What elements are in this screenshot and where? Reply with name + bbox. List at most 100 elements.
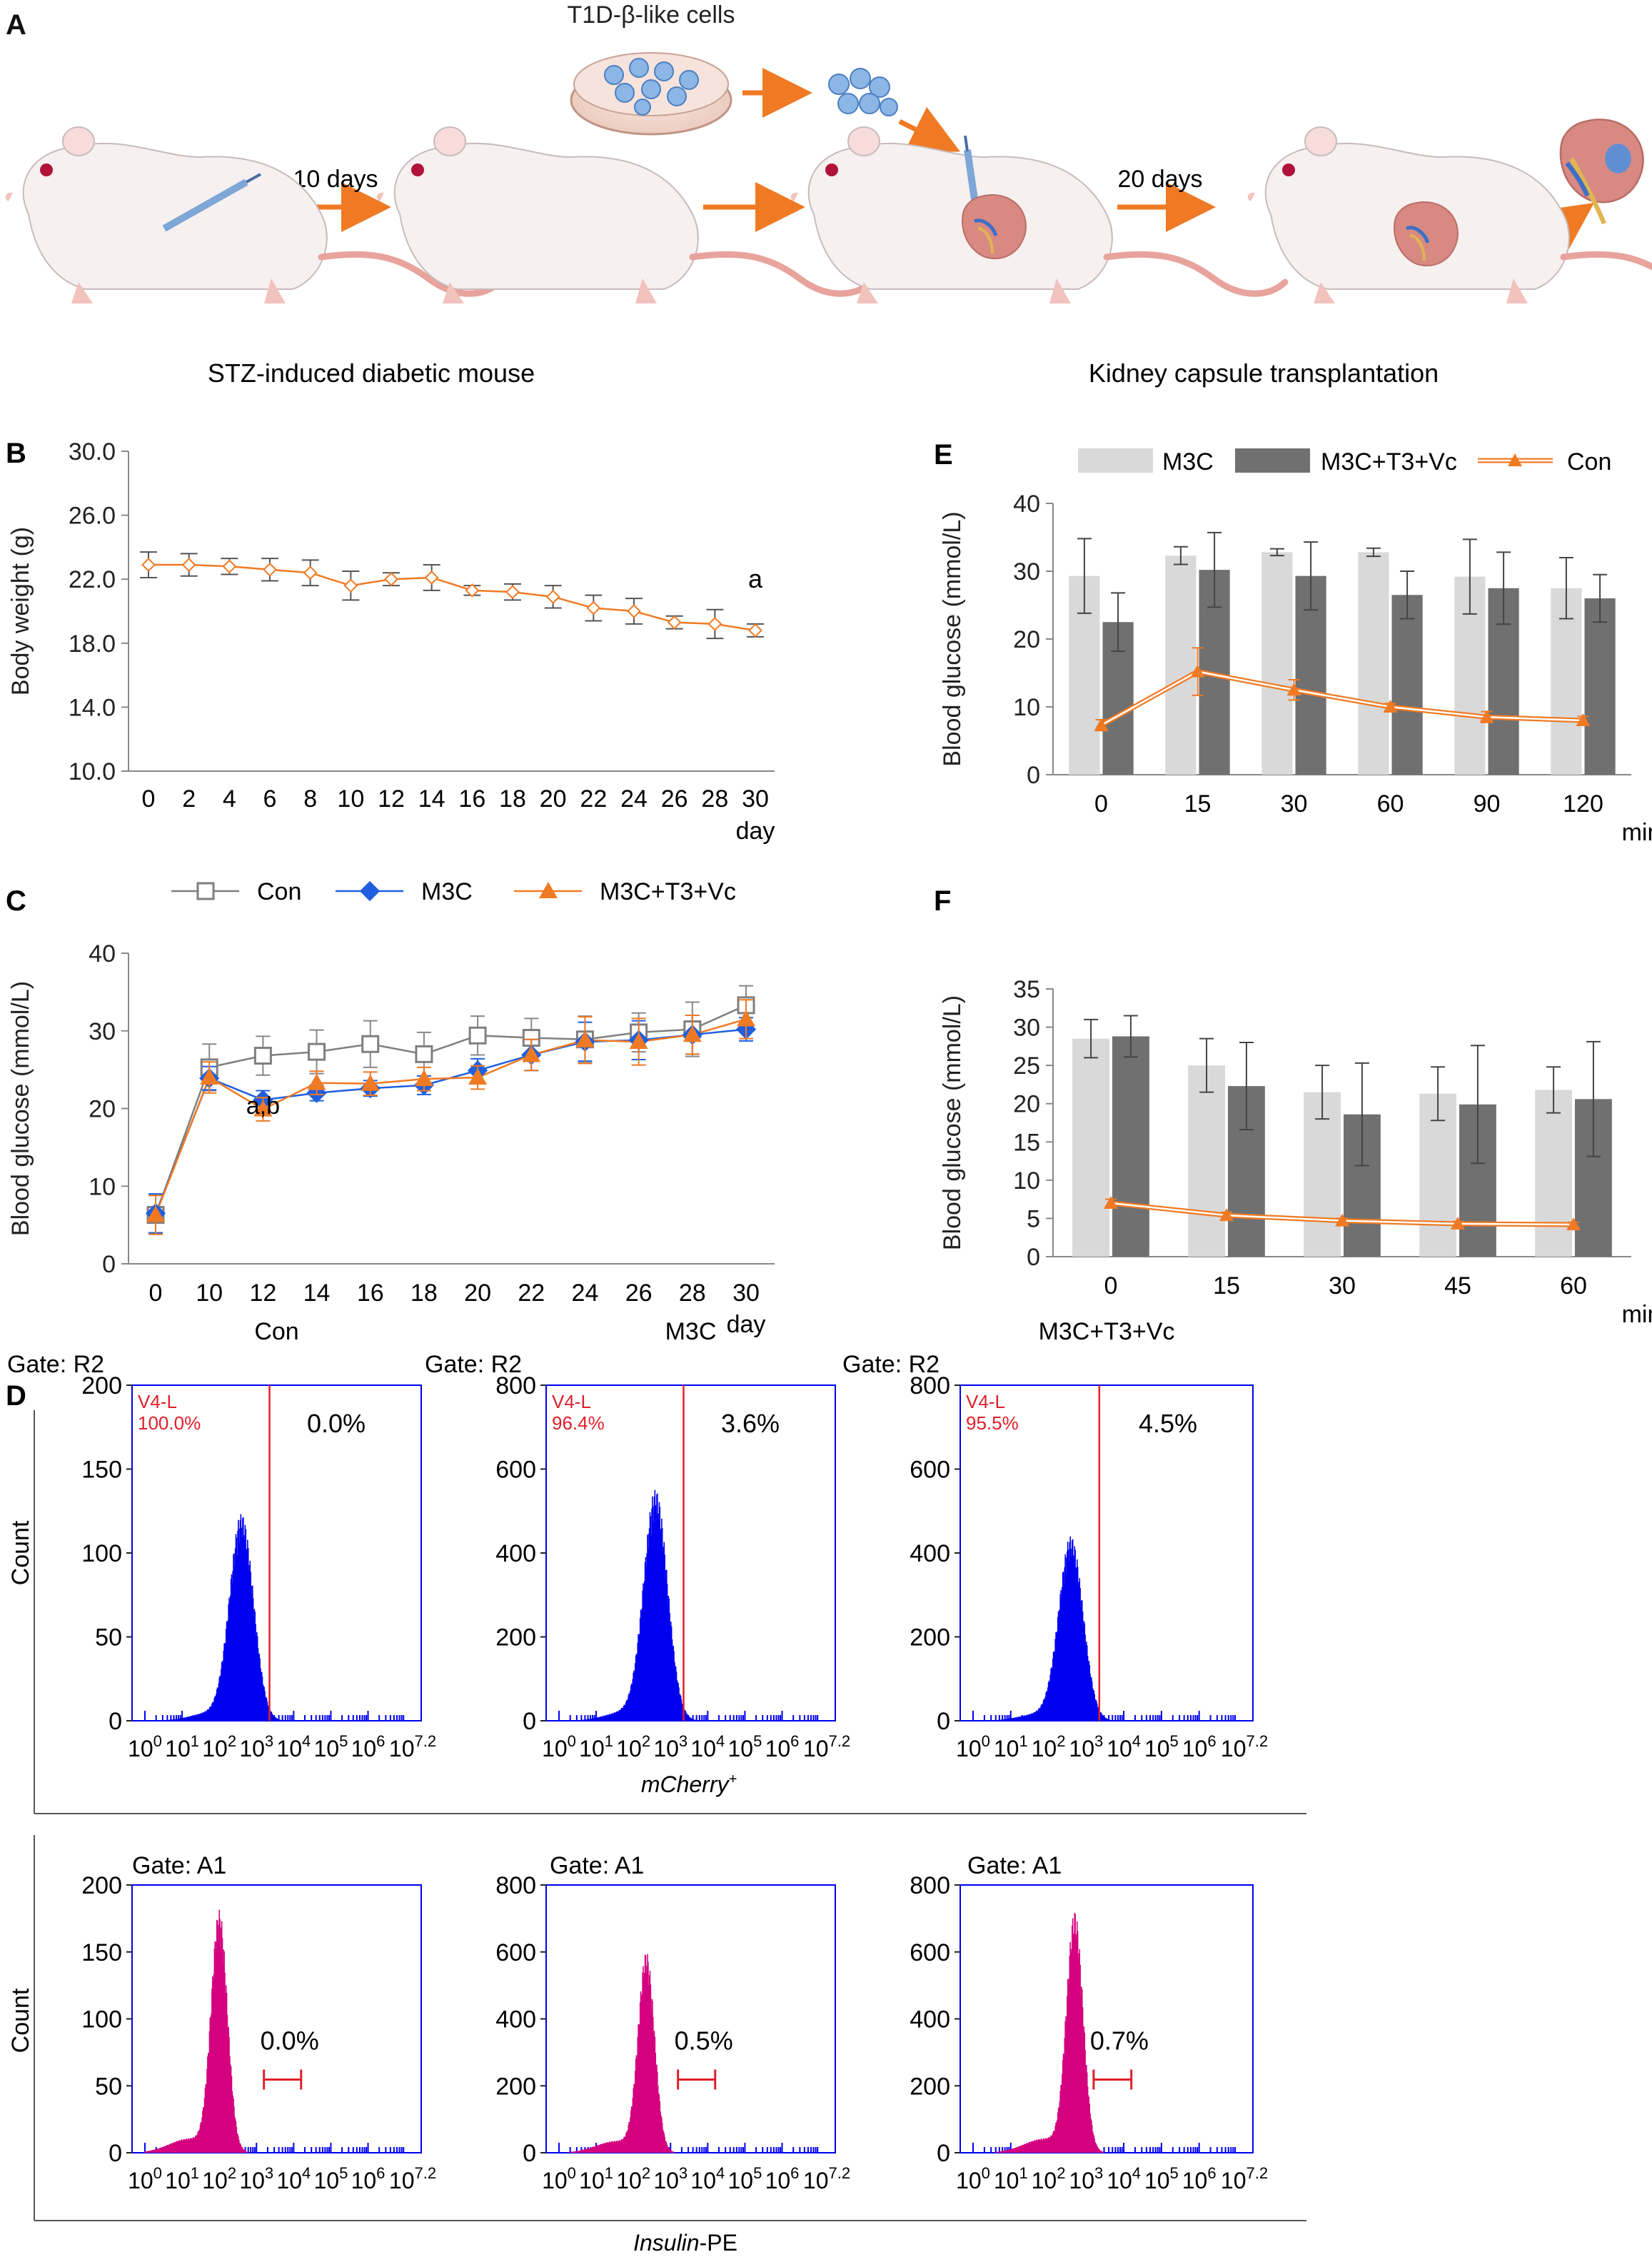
x-tick-label: 30 (1329, 1272, 1356, 1300)
con-marker (1219, 1208, 1234, 1222)
x-tick-label: 107.2 (1221, 2164, 1268, 2193)
x-tick-label: 102 (202, 2164, 236, 2193)
con-marker (1094, 718, 1109, 731)
con-marker (253, 1047, 272, 1065)
x-tick-label: 100 (956, 1732, 990, 1761)
x-tick-label: 0 (1094, 790, 1108, 818)
flow-plot-mcherry-3: 0 200 400 600 800 100 101 102 103 104 105 106 107.2 V… (842, 1318, 1268, 1761)
annotation: a (748, 564, 763, 593)
y-tick-label: 800 (910, 1372, 950, 1399)
x-tick-label: 105 (727, 2164, 762, 2193)
con-line-inner (1100, 670, 1583, 726)
x-tick-label: 106 (765, 1732, 800, 1761)
y-tick-label: 14.0 (69, 694, 116, 721)
x-tick-label: 105 (1144, 1732, 1179, 1761)
m3c-t3-vc-marker (414, 1070, 433, 1087)
x-tick-label: 22 (518, 1280, 545, 1307)
y-tick-label: 10 (89, 1173, 116, 1200)
bar-m3c (1188, 1065, 1225, 1257)
y-tick-label: 10 (1013, 694, 1040, 721)
x-tick-label: 12 (378, 785, 405, 813)
data-point (303, 565, 318, 580)
histogram (580, 1489, 697, 1721)
x-tick-label: 103 (239, 2164, 273, 2193)
m3c-t3-vc-marker (737, 1010, 755, 1027)
y-tick-label: 20 (89, 1096, 116, 1123)
y-tick-label: 0 (109, 1708, 122, 1735)
x-tick-label: 102 (616, 2164, 650, 2193)
x-tick-label: 2 (182, 785, 196, 813)
region-percent: 100.0% (138, 1412, 201, 1434)
con-marker (1566, 1217, 1581, 1230)
legend-label: M3C+T3+Vc (1321, 448, 1457, 476)
con-marker (1286, 683, 1301, 696)
y-tick-label: 200 (910, 1624, 950, 1652)
x-tick-label: 0 (1104, 1272, 1118, 1300)
panel-label-f: F (934, 885, 951, 917)
y-tick-label: 200 (81, 1372, 122, 1399)
bar-m3c-t3-vc (1584, 598, 1616, 775)
data-point (343, 578, 358, 593)
data-point (707, 617, 722, 631)
x-tick-label: 104 (690, 2164, 725, 2193)
flow-plot-insulin-3: 0 200 400 600 800 100 101 102 103 104 105 106 107.2 0… (910, 1852, 1268, 2193)
bar-m3c (1072, 1038, 1109, 1257)
x-tick-label: 18 (499, 785, 526, 813)
m3c-t3-vc-marker (253, 1100, 273, 1117)
data-point (505, 585, 520, 600)
con-marker (1451, 1216, 1465, 1230)
panel-label-a: A (6, 9, 26, 41)
x-tick-label: 20 (464, 1280, 491, 1307)
y-tick-label: 400 (495, 1540, 536, 1567)
x-tick-label: 26 (625, 1280, 653, 1307)
series-line-1 (154, 1028, 747, 1214)
y-tick-label: 35 (1013, 976, 1040, 1003)
x-tick-label: 102 (202, 1732, 236, 1761)
plot-frame (545, 1884, 836, 2153)
con-marker (1479, 710, 1494, 723)
x-tick-label: 10 (196, 1280, 223, 1307)
gate-label: Gate: A1 (132, 1852, 226, 1879)
x-tick-label: 100 (128, 1732, 162, 1761)
y-axis-label: Body weight (g) (7, 527, 34, 695)
bar-m3c-t3-vc (1112, 1036, 1149, 1257)
bar-m3c (1165, 556, 1197, 775)
con-marker (1576, 713, 1591, 726)
histogram (994, 1912, 1105, 2153)
x-tick-label: 15 (1213, 1272, 1240, 1300)
mouse-3-icon (791, 127, 1285, 303)
y-tick-label: 0 (1027, 762, 1040, 789)
x-tick-label: 105 (313, 2164, 348, 2193)
m3c-t3-vc-marker (200, 1068, 219, 1085)
y-tick-label: 800 (910, 1872, 950, 1899)
x-tick-label: 0 (149, 1280, 163, 1307)
y-tick-label: 10.0 (69, 758, 116, 785)
y-tick-label: 30 (89, 1018, 116, 1045)
x-tick-label: 101 (994, 1732, 1028, 1761)
data-point (181, 558, 196, 572)
plot-frame (131, 1384, 422, 1721)
y-axis-label: Blood glucose (mmol/L) (939, 995, 966, 1250)
data-point (748, 623, 762, 638)
plot-title: M3C+T3+Vc (1039, 1318, 1175, 1345)
plot-frame (131, 1884, 422, 2153)
x-axis-label-insulin: Insulin-PE (633, 2230, 737, 2256)
gate-label: Gate: A1 (967, 1852, 1062, 1879)
x-tick-label: 16 (357, 1280, 384, 1307)
m3c-t3-vc-marker (683, 1025, 702, 1042)
x-tick-label: 104 (690, 1732, 725, 1761)
histogram (568, 1954, 675, 2153)
x-tick-label: 106 (1182, 2164, 1217, 2193)
legend-swatch-m3c-t3-vc (1235, 448, 1310, 473)
kidney-enlarged-icon (1559, 119, 1644, 225)
x-axis-label: min (1622, 1301, 1652, 1328)
bar-m3c (1261, 552, 1293, 775)
y-tick-label: 600 (495, 1939, 536, 1966)
x-tick-label: 16 (458, 785, 485, 813)
data-point (586, 600, 601, 615)
x-tick-label: 103 (1069, 1732, 1103, 1761)
m3c-t3-vc-marker (575, 1030, 595, 1047)
